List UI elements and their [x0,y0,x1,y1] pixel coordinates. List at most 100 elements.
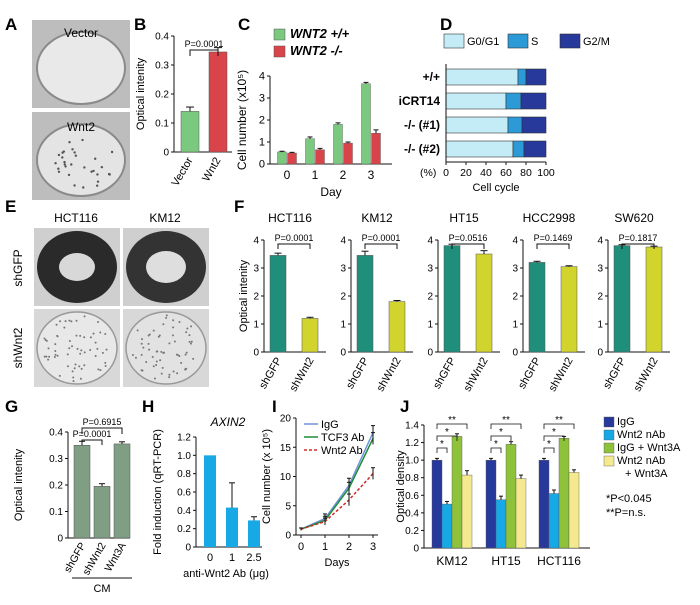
chart-i: 0 5 10 15 20 Cell number (x 10⁵) 0 1 2 3 Days IgGTC… [261,414,378,569]
colony-dot [110,150,114,154]
y-tick-label: 0 [340,348,346,359]
colony-dot [64,165,67,168]
colony-dot [160,350,163,353]
bar [548,493,560,549]
y-tick-label: 3 [597,264,603,275]
bar [515,478,527,549]
legend-label: IgG [321,419,339,431]
e-col-hct116: HCT116 [54,211,98,225]
colony-dot [66,365,69,368]
colony-dot [79,352,82,355]
y-tick-label: 3 [340,264,346,275]
y-axis-label: Optical intenity [238,259,250,332]
bar [645,246,663,353]
star-label: * [440,439,444,450]
colony-dot [47,358,50,361]
colony-dot [99,331,102,334]
y-tick-label: 0 [413,544,419,555]
y-tick-label: 0 [253,348,259,359]
legend-label: Wnt2 Ab [321,445,363,457]
p-value-label: P=0.0001 [73,429,112,439]
e-row-shgfp: shGFP [11,249,25,286]
colony-dot [186,327,189,330]
y-tick-label: 2 [253,292,259,303]
star-label: ** [448,415,456,426]
colony-dot [188,340,191,343]
colony-dot [54,343,57,346]
colony-dot [70,163,73,166]
y-tick-label: 0.3 [49,454,63,465]
y-tick-label: 1 [259,137,265,149]
bar [208,51,228,153]
y-tick-label: 0 [259,159,265,171]
significance-bracket [364,243,398,249]
colony-dot [173,340,176,343]
colony-dot [141,369,144,372]
colony-dot [153,377,156,380]
colony-dot [96,347,99,350]
legend-swatch [273,45,286,58]
x-tick-label: 0 [207,552,213,564]
star-label: ** [502,415,510,426]
colony-dot [48,355,51,358]
x-tick-label: 1 [312,168,319,182]
bar [475,253,493,353]
colony-dot [45,355,48,358]
legend-label: Wnt2 nAb [617,429,665,441]
colony-dot [56,334,59,337]
bar [204,455,216,547]
y-tick-label: 4 [253,236,259,247]
x-tick-label: Wnt2 [200,156,223,184]
y-tick-label: 1.2 [405,438,419,449]
chart-d: G0/G1 S G2/M +/+ iCRT14 -/- (#1) -/- (#2)0 20 40… [399,33,610,194]
p-value-label: P=0.0001 [362,233,401,243]
stacked-segment [521,116,547,134]
chart-c: 0 1 2 3 4 Cell number (x10⁵) 0 1 2 3 Day WNT2 +/+ WN… [235,26,392,199]
star-label: * [494,439,498,450]
bar [343,142,353,165]
bar [505,444,517,549]
colony-dot [140,353,143,356]
y-tick-label: 2 [597,292,603,303]
y-tick-label: 1 [597,320,603,331]
y-tick-label: 1 [340,320,346,331]
x-tick-label: shWnt2 [288,356,317,394]
y-axis-label: Cell number (x10⁵) [235,70,249,170]
colony-dot [74,363,77,366]
bar [528,262,546,353]
p-value-label: P=0.1469 [534,233,573,243]
x-tick-label: 1 [229,552,235,564]
colony-dot [140,342,143,345]
bar [538,459,550,549]
colony-dot [66,353,69,356]
colony-dot [190,325,193,328]
x-tick-label: shGFP [431,356,459,392]
x-tick-label: shWnt2 [375,356,404,394]
significance-bracket [536,243,570,249]
colony-dot [131,353,134,356]
star-label: ** [555,415,563,426]
colony-dot [76,347,79,350]
category-label: iCRT14 [399,94,441,108]
e-hct116-shwnt2-plate [34,309,120,387]
colony-dot [168,342,171,345]
legend-swatch [603,416,615,428]
colony-dot [148,348,151,351]
y-tick-label: 4 [259,71,265,83]
colony-dot [104,365,107,368]
x-tick-label: 60 [500,167,512,179]
stacked-segment [523,140,547,158]
colony-dot [89,336,92,339]
colony-dot [95,184,99,187]
note-label: *P<0.045 [606,493,652,505]
e-col-km12: KM12 [149,211,181,225]
y-tick-label: 4 [597,236,603,247]
x-tick-label: HCT116 [537,554,581,568]
y-tick-label: 1.0 [405,456,419,467]
category-label: -/- (#1) [404,118,440,132]
colony-dot [168,376,171,379]
y-tick-label: 3 [427,264,433,275]
